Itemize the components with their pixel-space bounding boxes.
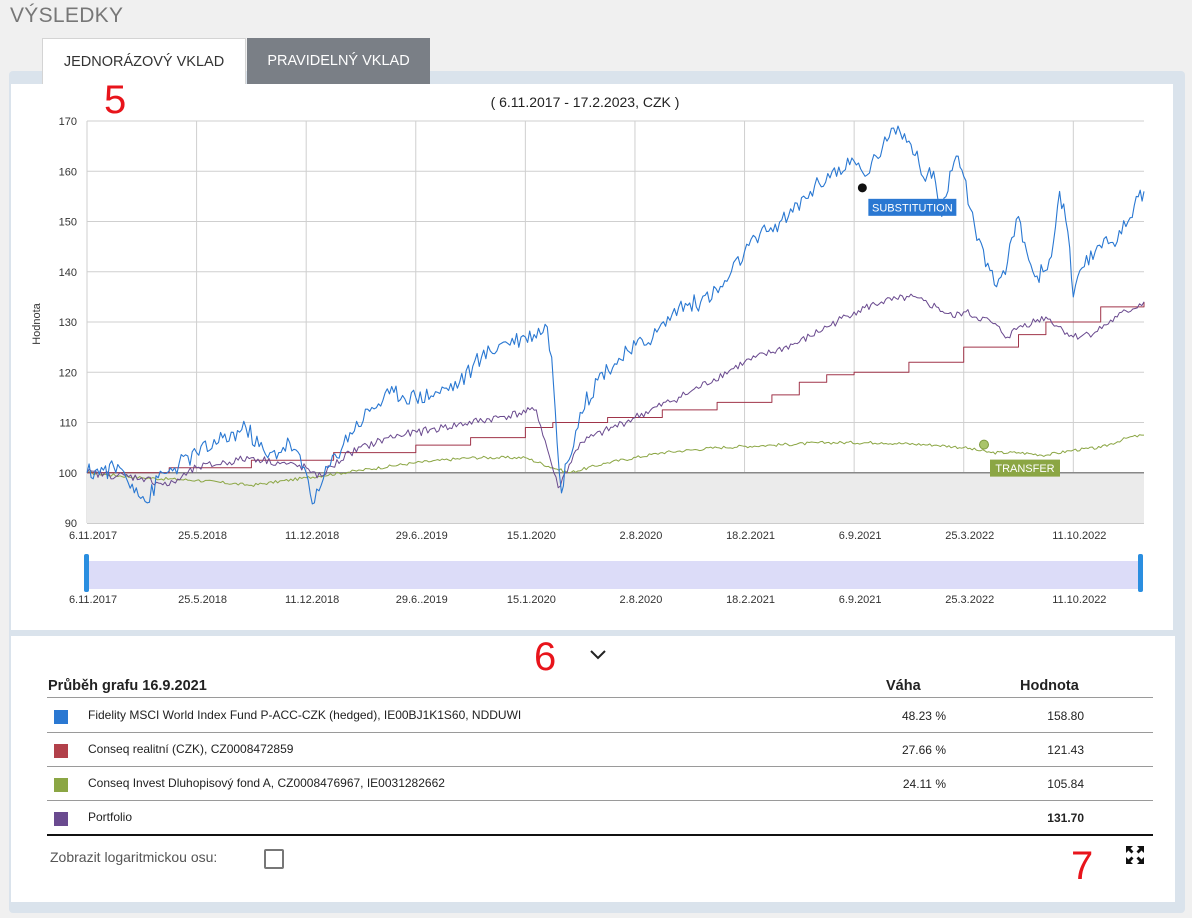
column-header-weight: Váha [886, 678, 921, 694]
table-row[interactable]: Fidelity MSCI World Index Fund P-ACC-CZK… [47, 698, 1153, 732]
baseline-area [87, 472, 1144, 523]
navigator-tick-label: 25.5.2018 [178, 594, 227, 606]
table-bottom-border [47, 834, 1153, 836]
x-tick-label: 29.6..2019 [396, 530, 448, 542]
table-panel [11, 636, 1175, 902]
fund-weight: 24.11 % [902, 777, 946, 791]
navigator-tick-label: 11.12.2018 [285, 594, 339, 606]
marker-label-box [989, 459, 1060, 477]
annotation-6: 6 [534, 635, 557, 679]
marker-label-box [868, 198, 957, 216]
page-title: VÝSLEDKY [10, 4, 124, 27]
chart: SUBSTITUTION TRANSFER 90 100 110 120 130 140 15… [31, 94, 1145, 606]
fund-name: Portfolio [88, 810, 133, 824]
fund-value: 121.43 [1047, 743, 1084, 757]
legend-swatch [54, 812, 68, 826]
column-header-value: Hodnota [1020, 678, 1079, 694]
y-axis-title: Hodnota [31, 302, 43, 344]
divider [47, 766, 1153, 767]
tab-regular-deposit[interactable]: PRAVIDELNÝ VKLAD [247, 38, 430, 84]
navigator-handle-left[interactable] [84, 554, 89, 592]
legend-swatch [54, 710, 68, 724]
table-row[interactable]: Conseq Invest Dluhopisový fond A, CZ0008… [47, 766, 1153, 800]
chart-panel: SUBSTITUTION TRANSFER 90 100 110 120 130 140 15… [11, 80, 1173, 630]
marker-point [857, 183, 867, 193]
navigator-selection[interactable] [87, 561, 1141, 589]
y-tick-label: 160 [59, 166, 77, 178]
fund-name: Conseq realitní (CZK), CZ0008472859 [88, 742, 294, 756]
series-realit [87, 301, 1145, 474]
x-tick-label: 25.3.2022 [945, 530, 994, 542]
annotation-5: 5 [104, 78, 127, 122]
navigator-tick-label: 6.11.2017 [69, 594, 117, 606]
grid [86, 120, 1144, 524]
y-tick-label: 170 [59, 116, 77, 128]
expand-arrows-icon [1126, 846, 1144, 864]
fund-value: 105.84 [1047, 777, 1084, 791]
annotation-7: 7 [1071, 844, 1094, 888]
x-tick-label: 6.11.2017 [69, 530, 117, 542]
divider [47, 800, 1153, 801]
marker-point [978, 439, 989, 450]
fullscreen-button[interactable] [1126, 846, 1144, 864]
fund-name: Conseq Invest Dluhopisový fond A, CZ0008… [88, 776, 445, 790]
table-row[interactable]: Conseq realitní (CZK), CZ0008472859 27.6… [47, 732, 1153, 766]
legend-swatch [54, 744, 68, 758]
fund-value: 158.80 [1047, 709, 1084, 723]
navigator-tick-label: 29.6..2019 [396, 594, 448, 606]
series-bond [86, 434, 1144, 487]
table-row-portfolio[interactable]: Portfolio 131.70 [47, 800, 1153, 834]
fund-name: Fidelity MSCI World Index Fund P-ACC-CZK… [88, 708, 522, 722]
series-portfolio [86, 293, 1145, 489]
series-group [86, 125, 1145, 505]
x-tick-label: 11.12.2018 [285, 530, 339, 542]
navigator-tick-label: 15.1.2020 [507, 594, 556, 606]
chart-title: ( 6.11.2017 - 17.2.2023, CZK ) [491, 94, 680, 110]
y-tick-label: 140 [59, 267, 77, 279]
navigator-tick-label: 25.3.2022 [945, 594, 994, 606]
log-axis-checkbox[interactable] [264, 849, 284, 869]
x-tick-label: 6.9.2021 [839, 530, 882, 542]
y-tick-label: 100 [59, 468, 77, 480]
y-tick-label: 110 [59, 418, 77, 430]
log-axis-label: Zobrazit logaritmickou osu: [50, 849, 218, 865]
collapse-chevron-button[interactable] [578, 641, 618, 667]
navigator-axis: 6.11.2017 25.5.2018 11.12.2018 29.6..2019 15… [69, 594, 1107, 606]
fund-weight: 48.23 % [901, 709, 946, 723]
x-axis: 6.11.2017 25.5.2018 11.12.2018 29.6..2019 15… [69, 530, 1107, 542]
x-tick-label: 25.5.2018 [178, 530, 227, 542]
y-axis: 90 100 110 120 130 140 150 160 170 [59, 116, 77, 530]
markers-group: SUBSTITUTION TRANSFER [857, 183, 1060, 477]
y-tick-label: 150 [59, 217, 77, 229]
marker-label: SUBSTITUTION [872, 202, 953, 214]
portfolio-value: 131.70 [1047, 811, 1084, 825]
marker-label: TRANSFER [995, 463, 1054, 475]
navigator-tick-label: 2.8.2020 [620, 594, 663, 606]
chevron-down-icon [590, 650, 606, 660]
x-tick-label: 15.1.2020 [507, 530, 556, 542]
x-tick-label: 11.10.2022 [1052, 530, 1106, 542]
table-title: Průběh grafu 16.9.2021 [48, 678, 207, 694]
navigator-tick-label: 11.10.2022 [1052, 594, 1106, 606]
legend-swatch [54, 778, 68, 792]
divider [47, 697, 1153, 698]
navigator-handle-right[interactable] [1138, 554, 1143, 592]
navigator-tick-label: 6.9.2021 [839, 594, 882, 606]
series-world [86, 125, 1145, 505]
y-tick-label: 120 [59, 367, 77, 379]
tab-single-deposit[interactable]: JEDNORÁZOVÝ VKLAD [42, 38, 246, 84]
navigator-tick-label: 18.2.2021 [726, 594, 775, 606]
fund-weight: 27.66 % [901, 743, 946, 757]
divider [47, 732, 1153, 733]
x-tick-label: 2.8.2020 [620, 530, 663, 542]
x-tick-label: 18.2.2021 [726, 530, 775, 542]
y-tick-label: 90 [65, 518, 77, 530]
y-tick-label: 130 [59, 317, 77, 329]
